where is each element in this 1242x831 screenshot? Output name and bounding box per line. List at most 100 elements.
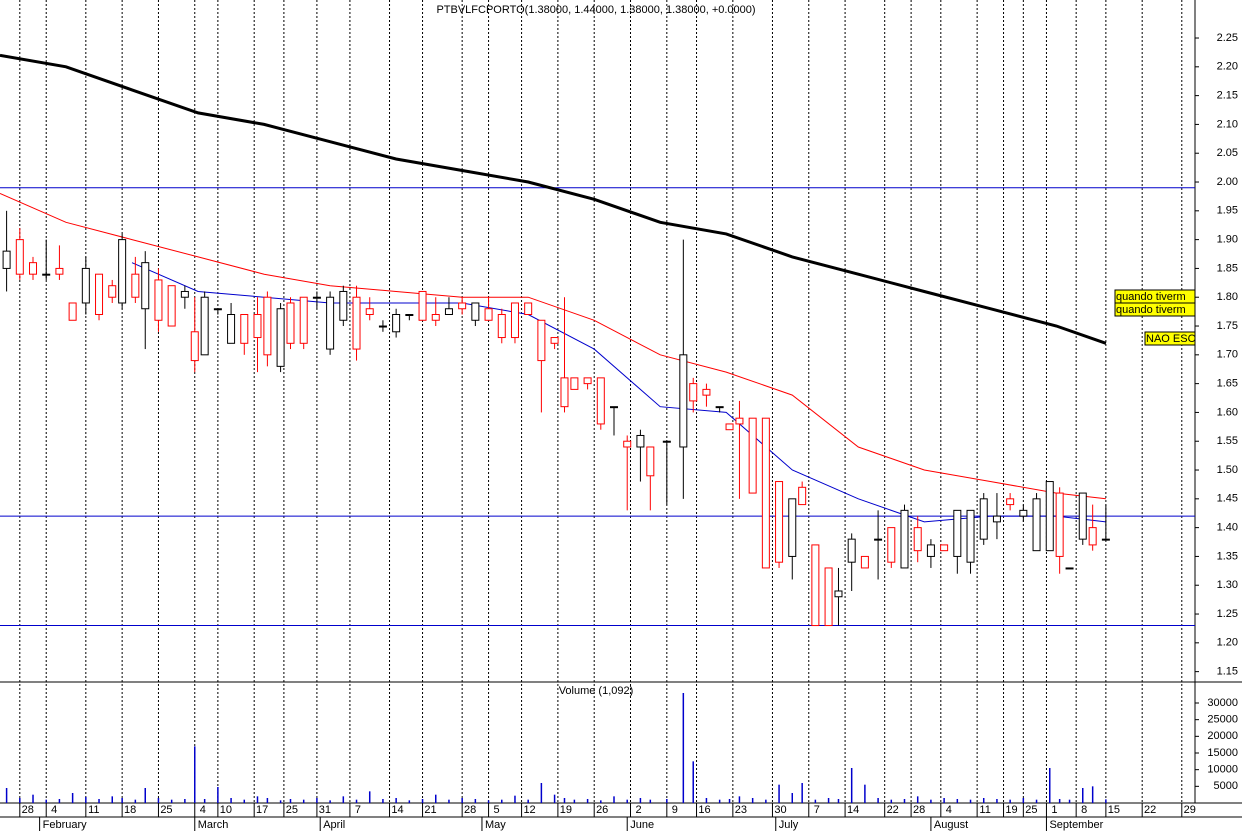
candle-body	[583, 377, 592, 385]
x-tick-label: 8	[1081, 804, 1087, 816]
y-tick-label: 1.75	[1217, 320, 1238, 332]
candle-body	[68, 302, 77, 321]
x-tick-label: 4	[200, 804, 206, 816]
x-tick-label: 4	[51, 804, 57, 816]
candle-body	[95, 273, 104, 316]
candle-body	[824, 567, 833, 627]
candle-body	[550, 337, 559, 344]
candle-body	[725, 423, 734, 431]
month-label: February	[43, 819, 88, 831]
y-tick-label: 1.30	[1217, 579, 1238, 591]
candle-body	[702, 388, 711, 396]
candle-body	[834, 590, 843, 598]
candle-body	[1055, 492, 1064, 557]
candle-body	[570, 377, 579, 390]
y-tick-label: 1.55	[1217, 435, 1238, 447]
x-tick-label: 25	[1025, 804, 1037, 816]
y-tick-label: 1.65	[1217, 378, 1238, 390]
y-tick-label: 1.85	[1217, 262, 1238, 274]
candle-body	[510, 302, 519, 339]
candle-body	[992, 515, 1001, 523]
candle-body	[1045, 481, 1054, 552]
candle-body	[646, 446, 655, 477]
candle-body	[1078, 492, 1087, 540]
candle-body	[1019, 509, 1028, 517]
moving-average	[0, 193, 1106, 500]
candle-body	[458, 302, 467, 310]
x-tick-label: 9	[672, 804, 678, 816]
candle-body	[81, 267, 90, 304]
candle-body	[131, 273, 140, 298]
candle-body	[715, 406, 724, 409]
annotation: NAO ESC	[1146, 333, 1196, 345]
candle-body	[154, 279, 163, 321]
candle-body	[1088, 527, 1097, 546]
candle-body	[444, 308, 453, 316]
x-tick-label: 28	[913, 804, 925, 816]
x-tick-label: 7	[355, 804, 361, 816]
candle-body	[560, 377, 569, 408]
x-tick-label: 28	[464, 804, 476, 816]
candle-body	[326, 296, 335, 350]
candle-body	[227, 314, 236, 344]
candle-body	[860, 555, 869, 569]
moving-average	[0, 53, 1107, 345]
x-tick-label: 14	[391, 804, 403, 816]
candle-body	[748, 417, 757, 494]
candle-body	[42, 273, 51, 276]
candle-body	[900, 509, 909, 569]
x-tick-label: 22	[887, 804, 899, 816]
candle-body	[1032, 498, 1041, 552]
month-label: September	[1049, 819, 1103, 831]
candle-body	[200, 296, 209, 356]
month-label: July	[779, 819, 799, 831]
x-tick-label: 11	[88, 804, 99, 816]
x-tick-label: 2	[635, 804, 641, 816]
y-tick-label: 1.25	[1217, 608, 1238, 620]
x-tick-label: 18	[124, 804, 136, 816]
x-tick-label: 26	[596, 804, 608, 816]
x-tick-label: 31	[319, 804, 331, 816]
x-tick-label: 30	[774, 804, 786, 816]
y-tick-label: 2.00	[1217, 176, 1238, 188]
candle-body	[405, 314, 414, 317]
chart-title: PTBVLFCPORTO(1.38000, 1.44000, 1.38000, …	[436, 4, 755, 16]
candle-body	[29, 262, 38, 275]
candle-body	[798, 486, 807, 506]
candle-body	[966, 509, 975, 563]
y-tick-label: 25000	[1207, 714, 1238, 726]
candle-body	[118, 239, 127, 304]
x-tick-label: 12	[523, 804, 535, 816]
x-tick-label: 7	[814, 804, 820, 816]
x-tick-label: 28	[22, 804, 34, 816]
candle-body	[662, 440, 671, 443]
x-tick-label: 29	[1184, 804, 1196, 816]
candle-body	[874, 538, 883, 541]
y-tick-label: 2.10	[1217, 118, 1238, 130]
y-tick-label: 20000	[1207, 730, 1238, 742]
candle-body	[365, 308, 374, 316]
candle-body	[352, 296, 361, 350]
candle-body	[339, 290, 348, 321]
y-tick-label: 2.25	[1217, 32, 1238, 44]
y-tick-label: 1.80	[1217, 291, 1238, 303]
candle-body	[1101, 538, 1110, 541]
candle-body	[378, 325, 387, 328]
y-tick-label: 2.05	[1217, 147, 1238, 159]
x-tick-label: 23	[735, 804, 747, 816]
month-label: August	[934, 819, 968, 831]
candle-body	[940, 544, 949, 552]
candle-body	[299, 296, 308, 344]
y-tick-label: 30000	[1207, 697, 1238, 709]
annotation-box	[1144, 331, 1196, 346]
candle-body	[2, 250, 11, 269]
y-tick-label: 1.45	[1217, 493, 1238, 505]
candle-body	[887, 527, 896, 563]
candle-body	[1065, 567, 1074, 570]
y-tick-label: 2.20	[1217, 61, 1238, 73]
x-tick-label: 11	[979, 804, 990, 816]
candle-body	[190, 331, 199, 362]
x-tick-label: 25	[286, 804, 298, 816]
y-tick-label: 1.95	[1217, 205, 1238, 217]
y-tick-label: 2.15	[1217, 90, 1238, 102]
